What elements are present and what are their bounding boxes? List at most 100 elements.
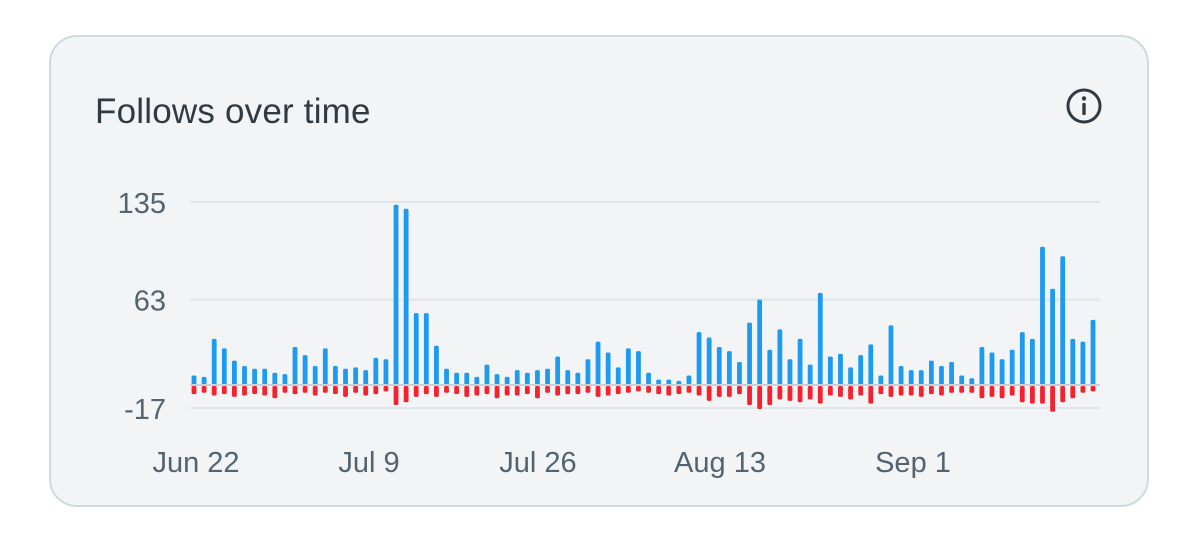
unfollow-bar xyxy=(312,386,318,396)
follow-bar xyxy=(979,347,985,385)
unfollow-bar xyxy=(807,386,813,400)
unfollow-bar xyxy=(545,386,550,393)
follow-bar xyxy=(928,360,934,385)
unfollow-bar xyxy=(848,386,853,400)
x-tick-label: Sep 1 xyxy=(875,447,951,479)
follow-bar xyxy=(858,355,864,385)
unfollow-bar xyxy=(686,386,692,393)
unfollow-bar xyxy=(777,386,783,400)
follow-bar xyxy=(1060,256,1066,385)
unfollow-bar xyxy=(333,386,338,395)
unfollow-bar xyxy=(605,386,611,396)
follow-bar xyxy=(575,372,581,385)
unfollow-bar xyxy=(959,386,965,393)
follow-bar xyxy=(504,376,510,385)
follow-bar xyxy=(848,367,853,385)
unfollow-bar xyxy=(494,386,500,399)
follow-bar xyxy=(343,368,348,385)
follow-bar xyxy=(898,366,904,385)
follow-bar xyxy=(1080,341,1086,385)
unfollow-bar xyxy=(514,386,520,396)
unfollow-bar xyxy=(1060,386,1066,403)
follow-bar xyxy=(423,313,429,385)
follow-bar xyxy=(1029,338,1035,385)
follow-bar xyxy=(787,359,793,385)
unfollow-bar xyxy=(939,386,944,396)
unfollow-bar xyxy=(666,386,672,396)
unfollow-bar xyxy=(989,386,995,397)
card-title: Follows over time xyxy=(95,92,371,131)
follow-bar xyxy=(373,357,379,385)
unfollow-bar xyxy=(272,386,278,399)
unfollow-bar xyxy=(787,386,793,401)
unfollow-bar xyxy=(585,386,591,393)
follow-bar xyxy=(434,345,439,385)
follow-bar xyxy=(494,374,500,385)
follow-bar xyxy=(322,348,328,385)
unfollow-bar xyxy=(353,386,359,393)
follow-bar xyxy=(696,332,702,385)
follow-bar xyxy=(908,370,914,385)
follow-bar xyxy=(1019,332,1025,385)
follow-bar xyxy=(1090,319,1096,385)
unfollow-bar xyxy=(262,386,268,396)
follow-bar xyxy=(625,348,631,385)
follow-bar xyxy=(383,359,389,385)
follow-bar xyxy=(999,359,1005,385)
follow-bar xyxy=(969,378,975,385)
follow-bar xyxy=(454,372,460,385)
follow-bar xyxy=(1070,338,1076,385)
follow-bar xyxy=(413,313,419,385)
unfollow-bar xyxy=(1019,386,1025,403)
follow-bar xyxy=(555,356,561,385)
unfollow-bar xyxy=(696,386,702,396)
info-circle-icon[interactable] xyxy=(1064,86,1104,126)
unfollow-bar xyxy=(1050,386,1055,412)
unfollow-bar xyxy=(383,386,389,392)
follow-bar xyxy=(1040,246,1045,385)
unfollow-bar xyxy=(737,386,742,395)
unfollow-bar xyxy=(524,386,530,395)
follows-card xyxy=(49,35,1149,507)
unfollow-bar xyxy=(201,386,207,393)
unfollow-bar xyxy=(1009,386,1015,396)
follow-bar xyxy=(201,376,207,385)
follow-bar xyxy=(585,359,591,385)
unfollow-bar xyxy=(1070,386,1076,399)
follow-bar xyxy=(767,349,773,385)
follow-bar xyxy=(363,370,369,385)
unfollow-bar xyxy=(838,386,843,397)
follow-bar xyxy=(232,360,237,385)
unfollow-bar xyxy=(716,386,722,397)
follow-bar xyxy=(312,366,318,385)
unfollow-bar xyxy=(646,386,651,393)
follow-bar xyxy=(272,372,278,385)
follow-bar xyxy=(918,370,924,385)
unfollow-bar xyxy=(565,386,571,395)
unfollow-bar xyxy=(555,386,561,396)
follow-bar xyxy=(706,337,712,385)
follow-bar xyxy=(605,352,611,385)
unfollow-bar xyxy=(1090,386,1096,392)
unfollow-bar xyxy=(322,386,328,393)
follow-bar xyxy=(636,351,641,385)
y-tick-label: 135 xyxy=(118,188,166,220)
unfollow-bar xyxy=(444,386,449,393)
follow-bar xyxy=(646,372,651,385)
unfollow-bar xyxy=(1029,386,1035,404)
unfollow-bar xyxy=(423,386,429,395)
follow-bar xyxy=(524,372,530,385)
unfollow-bar xyxy=(464,386,470,397)
follow-bar xyxy=(676,380,682,385)
follow-bar xyxy=(282,374,288,385)
unfollow-bar xyxy=(191,386,197,395)
unfollow-bar xyxy=(302,386,308,393)
follow-bar xyxy=(757,299,763,385)
unfollow-bar xyxy=(232,386,237,397)
follow-bar xyxy=(868,344,874,385)
follow-bar xyxy=(666,379,672,385)
unfollow-bar xyxy=(1040,386,1045,404)
follow-bar xyxy=(777,329,783,385)
unfollow-bar xyxy=(747,386,752,405)
